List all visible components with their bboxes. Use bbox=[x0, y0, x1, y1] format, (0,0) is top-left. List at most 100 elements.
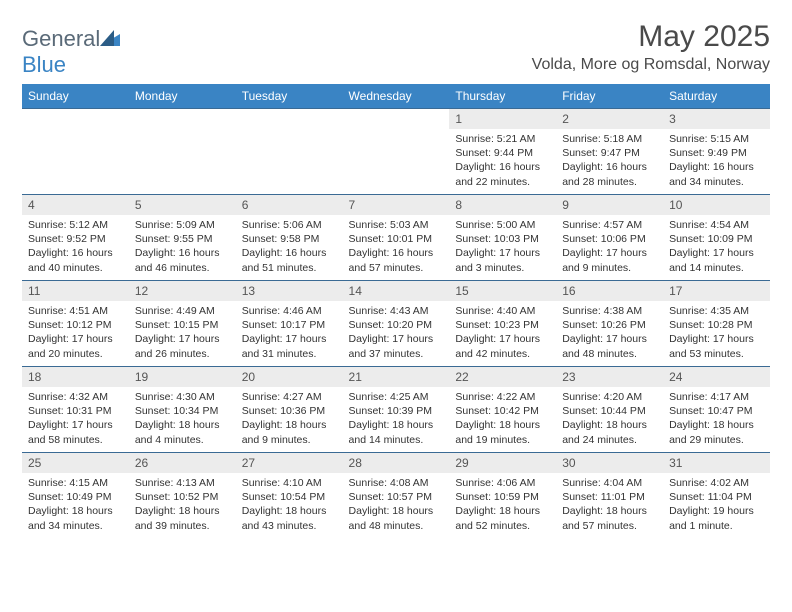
calendar-day-cell: 9Sunrise: 4:57 AMSunset: 10:06 PMDayligh… bbox=[556, 195, 663, 281]
sunrise-text: Sunrise: 4:54 AM bbox=[669, 218, 764, 232]
day-content: Sunrise: 4:04 AMSunset: 11:01 PMDaylight… bbox=[556, 473, 663, 535]
day-number: 16 bbox=[556, 281, 663, 301]
sunrise-text: Sunrise: 4:25 AM bbox=[349, 390, 444, 404]
logo: GeneralBlue bbox=[22, 26, 120, 78]
day-number: 9 bbox=[556, 195, 663, 215]
header: GeneralBlue May 2025 Volda, More og Roms… bbox=[22, 20, 770, 78]
logo-text-gray: General bbox=[22, 26, 100, 51]
sunrise-text: Sunrise: 4:30 AM bbox=[135, 390, 230, 404]
sunset-text: Sunset: 10:39 PM bbox=[349, 404, 444, 418]
title-block: May 2025 Volda, More og Romsdal, Norway bbox=[532, 20, 770, 74]
daylight-text: Daylight: 17 hours and 58 minutes. bbox=[28, 418, 123, 446]
day-number: 14 bbox=[343, 281, 450, 301]
day-content: Sunrise: 4:06 AMSunset: 10:59 PMDaylight… bbox=[449, 473, 556, 535]
sunset-text: Sunset: 10:12 PM bbox=[28, 318, 123, 332]
weekday-header: Thursday bbox=[449, 84, 556, 109]
weekday-header: Wednesday bbox=[343, 84, 450, 109]
day-content: Sunrise: 5:06 AMSunset: 9:58 PMDaylight:… bbox=[236, 215, 343, 277]
day-number: 20 bbox=[236, 367, 343, 387]
daylight-text: Daylight: 17 hours and 48 minutes. bbox=[562, 332, 657, 360]
day-content: Sunrise: 4:30 AMSunset: 10:34 PMDaylight… bbox=[129, 387, 236, 449]
day-number: 18 bbox=[22, 367, 129, 387]
calendar-day-cell: 3Sunrise: 5:15 AMSunset: 9:49 PMDaylight… bbox=[663, 109, 770, 195]
daylight-text: Daylight: 16 hours and 28 minutes. bbox=[562, 160, 657, 188]
calendar-week-row: 1Sunrise: 5:21 AMSunset: 9:44 PMDaylight… bbox=[22, 109, 770, 195]
daylight-text: Daylight: 16 hours and 22 minutes. bbox=[455, 160, 550, 188]
day-number: 25 bbox=[22, 453, 129, 473]
calendar-week-row: 4Sunrise: 5:12 AMSunset: 9:52 PMDaylight… bbox=[22, 195, 770, 281]
day-number: 31 bbox=[663, 453, 770, 473]
calendar-day-cell: 11Sunrise: 4:51 AMSunset: 10:12 PMDaylig… bbox=[22, 281, 129, 367]
day-content: Sunrise: 4:20 AMSunset: 10:44 PMDaylight… bbox=[556, 387, 663, 449]
calendar-empty-cell bbox=[22, 109, 129, 195]
sunset-text: Sunset: 10:15 PM bbox=[135, 318, 230, 332]
sunrise-text: Sunrise: 4:15 AM bbox=[28, 476, 123, 490]
sunset-text: Sunset: 10:06 PM bbox=[562, 232, 657, 246]
calendar-day-cell: 18Sunrise: 4:32 AMSunset: 10:31 PMDaylig… bbox=[22, 367, 129, 453]
sunrise-text: Sunrise: 4:02 AM bbox=[669, 476, 764, 490]
daylight-text: Daylight: 18 hours and 39 minutes. bbox=[135, 504, 230, 532]
sunrise-text: Sunrise: 5:18 AM bbox=[562, 132, 657, 146]
sunset-text: Sunset: 9:44 PM bbox=[455, 146, 550, 160]
day-content: Sunrise: 4:22 AMSunset: 10:42 PMDaylight… bbox=[449, 387, 556, 449]
day-content: Sunrise: 4:32 AMSunset: 10:31 PMDaylight… bbox=[22, 387, 129, 449]
sunset-text: Sunset: 9:49 PM bbox=[669, 146, 764, 160]
day-content: Sunrise: 4:49 AMSunset: 10:15 PMDaylight… bbox=[129, 301, 236, 363]
calendar-day-cell: 23Sunrise: 4:20 AMSunset: 10:44 PMDaylig… bbox=[556, 367, 663, 453]
calendar-day-cell: 17Sunrise: 4:35 AMSunset: 10:28 PMDaylig… bbox=[663, 281, 770, 367]
sunset-text: Sunset: 10:01 PM bbox=[349, 232, 444, 246]
day-number: 26 bbox=[129, 453, 236, 473]
day-content: Sunrise: 5:12 AMSunset: 9:52 PMDaylight:… bbox=[22, 215, 129, 277]
sunrise-text: Sunrise: 5:03 AM bbox=[349, 218, 444, 232]
calendar-empty-cell bbox=[343, 109, 450, 195]
daylight-text: Daylight: 17 hours and 31 minutes. bbox=[242, 332, 337, 360]
daylight-text: Daylight: 17 hours and 9 minutes. bbox=[562, 246, 657, 274]
day-number: 30 bbox=[556, 453, 663, 473]
daylight-text: Daylight: 18 hours and 19 minutes. bbox=[455, 418, 550, 446]
calendar-body: 1Sunrise: 5:21 AMSunset: 9:44 PMDaylight… bbox=[22, 109, 770, 539]
day-content: Sunrise: 4:54 AMSunset: 10:09 PMDaylight… bbox=[663, 215, 770, 277]
sunset-text: Sunset: 10:20 PM bbox=[349, 318, 444, 332]
daylight-text: Daylight: 16 hours and 34 minutes. bbox=[669, 160, 764, 188]
day-content: Sunrise: 4:43 AMSunset: 10:20 PMDaylight… bbox=[343, 301, 450, 363]
day-content: Sunrise: 4:15 AMSunset: 10:49 PMDaylight… bbox=[22, 473, 129, 535]
sunrise-text: Sunrise: 4:04 AM bbox=[562, 476, 657, 490]
day-content: Sunrise: 4:38 AMSunset: 10:26 PMDaylight… bbox=[556, 301, 663, 363]
day-content: Sunrise: 5:09 AMSunset: 9:55 PMDaylight:… bbox=[129, 215, 236, 277]
day-content: Sunrise: 5:15 AMSunset: 9:49 PMDaylight:… bbox=[663, 129, 770, 191]
day-number: 13 bbox=[236, 281, 343, 301]
sunset-text: Sunset: 10:57 PM bbox=[349, 490, 444, 504]
sunrise-text: Sunrise: 4:17 AM bbox=[669, 390, 764, 404]
daylight-text: Daylight: 18 hours and 43 minutes. bbox=[242, 504, 337, 532]
calendar-empty-cell bbox=[236, 109, 343, 195]
page-title: May 2025 bbox=[532, 20, 770, 54]
sunrise-text: Sunrise: 5:00 AM bbox=[455, 218, 550, 232]
sunset-text: Sunset: 9:55 PM bbox=[135, 232, 230, 246]
day-content: Sunrise: 4:27 AMSunset: 10:36 PMDaylight… bbox=[236, 387, 343, 449]
daylight-text: Daylight: 17 hours and 42 minutes. bbox=[455, 332, 550, 360]
sunrise-text: Sunrise: 4:06 AM bbox=[455, 476, 550, 490]
sunrise-text: Sunrise: 4:22 AM bbox=[455, 390, 550, 404]
sunrise-text: Sunrise: 4:10 AM bbox=[242, 476, 337, 490]
calendar-day-cell: 6Sunrise: 5:06 AMSunset: 9:58 PMDaylight… bbox=[236, 195, 343, 281]
daylight-text: Daylight: 16 hours and 51 minutes. bbox=[242, 246, 337, 274]
sunrise-text: Sunrise: 4:57 AM bbox=[562, 218, 657, 232]
daylight-text: Daylight: 17 hours and 3 minutes. bbox=[455, 246, 550, 274]
calendar-day-cell: 5Sunrise: 5:09 AMSunset: 9:55 PMDaylight… bbox=[129, 195, 236, 281]
sunrise-text: Sunrise: 4:27 AM bbox=[242, 390, 337, 404]
calendar-day-cell: 27Sunrise: 4:10 AMSunset: 10:54 PMDaylig… bbox=[236, 453, 343, 539]
sunrise-text: Sunrise: 4:46 AM bbox=[242, 304, 337, 318]
weekday-header: Saturday bbox=[663, 84, 770, 109]
sunrise-text: Sunrise: 4:13 AM bbox=[135, 476, 230, 490]
day-content: Sunrise: 5:18 AMSunset: 9:47 PMDaylight:… bbox=[556, 129, 663, 191]
daylight-text: Daylight: 17 hours and 14 minutes. bbox=[669, 246, 764, 274]
day-number: 6 bbox=[236, 195, 343, 215]
sunset-text: Sunset: 10:59 PM bbox=[455, 490, 550, 504]
day-content: Sunrise: 5:21 AMSunset: 9:44 PMDaylight:… bbox=[449, 129, 556, 191]
daylight-text: Daylight: 18 hours and 4 minutes. bbox=[135, 418, 230, 446]
sunset-text: Sunset: 9:47 PM bbox=[562, 146, 657, 160]
day-content: Sunrise: 4:57 AMSunset: 10:06 PMDaylight… bbox=[556, 215, 663, 277]
sunset-text: Sunset: 11:04 PM bbox=[669, 490, 764, 504]
sunset-text: Sunset: 11:01 PM bbox=[562, 490, 657, 504]
daylight-text: Daylight: 18 hours and 29 minutes. bbox=[669, 418, 764, 446]
